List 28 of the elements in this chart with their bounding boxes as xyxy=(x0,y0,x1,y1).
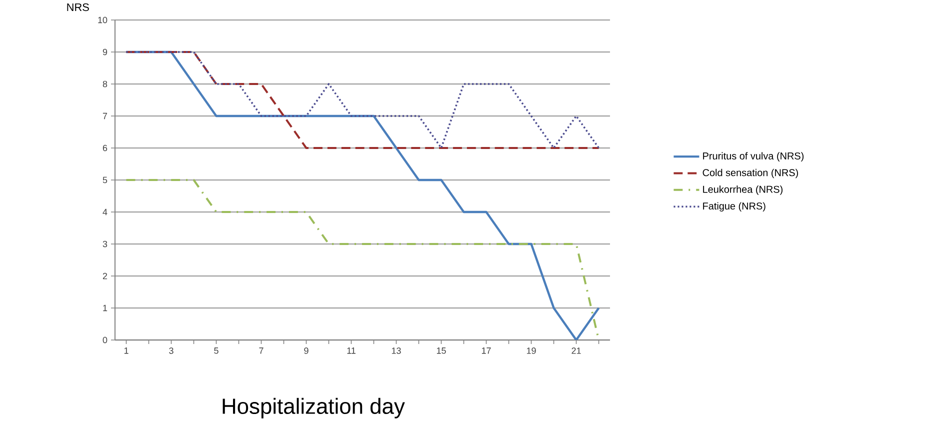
y-tick-label: 4 xyxy=(102,208,108,216)
x-tick-label: 7 xyxy=(259,348,264,354)
legend-label: Cold sensation (NRS) xyxy=(702,168,798,178)
y-tick-label: 0 xyxy=(102,336,108,344)
y-tick-label: 10 xyxy=(98,16,108,24)
y-tick-label: 9 xyxy=(102,48,108,56)
x-tick-label: 9 xyxy=(304,348,308,354)
x-tick-label: 5 xyxy=(214,348,218,354)
legend-label: Pruritus of vulva (NRS) xyxy=(703,152,804,162)
x-tick-label: 15 xyxy=(436,348,446,354)
y-tick-label: 6 xyxy=(102,144,108,152)
x-tick-label: 13 xyxy=(392,348,401,354)
x-tick-label: 3 xyxy=(169,348,174,354)
y-axis-title: NRS xyxy=(67,3,89,12)
x-tick-label: 11 xyxy=(347,348,356,354)
legend-label: Leukorrhea (NRS) xyxy=(703,186,782,195)
y-tick-label: 1 xyxy=(103,304,108,312)
y-tick-label: 2 xyxy=(102,272,108,280)
x-tick-label: 21 xyxy=(572,348,581,354)
x-tick-label: 19 xyxy=(526,348,536,354)
y-tick-label: 5 xyxy=(102,176,108,184)
y-tick-label: 8 xyxy=(102,80,108,88)
y-tick-label: 3 xyxy=(102,240,108,248)
x-tick-label: 1 xyxy=(124,348,128,354)
y-tick-label: 7 xyxy=(102,112,108,120)
x-tick-label: 17 xyxy=(482,348,491,354)
legend-label: Fatigue (NRS) xyxy=(703,202,766,212)
x-axis-title: Hospitalization day xyxy=(222,398,405,418)
